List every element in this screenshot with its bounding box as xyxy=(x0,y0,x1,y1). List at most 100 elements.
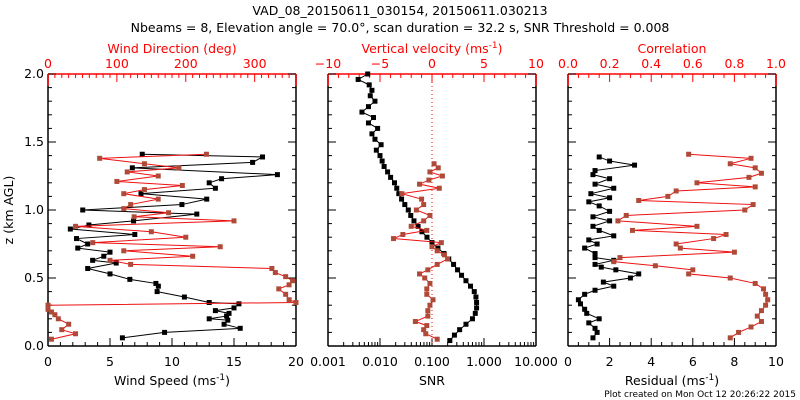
middle-vertical-velocity-point xyxy=(430,297,436,303)
right-residual-point xyxy=(607,176,613,182)
ytick-label: 1.0 xyxy=(24,202,44,217)
right-xlabel-sup: -1 xyxy=(705,373,714,383)
middle-top-xtick-label: 10 xyxy=(528,56,544,71)
middle-snr-point xyxy=(366,82,372,88)
right-residual-point xyxy=(582,291,588,297)
left-wind-speed-point xyxy=(107,249,113,255)
left-wind-direction-point xyxy=(283,291,289,297)
left-wind-direction-point xyxy=(124,169,130,175)
left-wind-direction-point xyxy=(128,261,134,267)
left-wind-direction-point xyxy=(190,253,196,259)
middle-vertical-velocity-point xyxy=(424,227,430,233)
left-wind-direction-point xyxy=(141,161,147,167)
left-wind-speed-point xyxy=(138,191,144,197)
right-residual-point xyxy=(586,320,592,326)
left-wind-speed-point xyxy=(260,154,266,160)
right-residual-point xyxy=(607,195,613,201)
middle-snr-point xyxy=(447,338,453,344)
left-xtick-label: 20 xyxy=(288,354,304,369)
right-correlation-point xyxy=(752,184,758,190)
right-residual-point xyxy=(586,199,592,205)
right-correlation-point xyxy=(727,275,733,281)
left-wind-direction-point xyxy=(203,151,209,157)
middle-snr-point xyxy=(359,109,365,115)
middle-vertical-velocity-point xyxy=(391,236,397,242)
left-xtick-label: 0 xyxy=(44,354,52,369)
left-wind-speed-point xyxy=(231,305,237,311)
left-top-axis-label: Wind Direction (deg) xyxy=(107,41,236,56)
middle-vertical-velocity-point xyxy=(429,244,435,250)
left-wind-speed-point xyxy=(74,236,80,242)
right-correlation-point xyxy=(723,231,729,237)
middle-top-label-sup: -1 xyxy=(489,41,498,51)
right-correlation-point xyxy=(694,180,700,186)
left-wind-direction-point xyxy=(176,165,182,171)
plot-title-line2: Nbeams = 8, Elevation angle = 70.0°, sca… xyxy=(131,20,670,35)
left-wind-direction-point xyxy=(148,229,154,235)
right-residual-point xyxy=(582,306,588,312)
left-wind-direction-point xyxy=(73,331,79,337)
middle-vertical-velocity-point xyxy=(425,313,431,319)
middle-vertical-velocity-point xyxy=(408,223,414,229)
right-residual-point xyxy=(600,279,606,285)
right-correlation-point xyxy=(727,161,733,167)
middle-vertical-velocity-point xyxy=(424,286,430,292)
right-residual-point xyxy=(586,237,592,243)
left-wind-speed-point xyxy=(206,316,212,322)
right-residual-point xyxy=(594,241,600,247)
left-wind-speed-point xyxy=(85,241,91,247)
right-residual-point xyxy=(592,255,598,261)
middle-vertical-velocity-point xyxy=(427,302,433,308)
middle-snr-point xyxy=(415,223,421,229)
left-wind-direction-point xyxy=(48,309,54,315)
middle-snr-point xyxy=(373,147,379,153)
left-wind-direction-point xyxy=(128,202,134,208)
left-wind-direction-point xyxy=(231,218,237,224)
ytick-label: 1.5 xyxy=(24,134,44,149)
right-residual-point xyxy=(596,154,602,160)
middle-snr-point xyxy=(474,305,480,311)
right-correlation-point xyxy=(611,259,617,265)
right-correlation-point xyxy=(673,188,679,194)
left-wind-speed-point xyxy=(75,245,81,251)
right-correlation-point xyxy=(754,313,760,319)
right-correlation-point xyxy=(758,319,764,325)
left-wind-speed-point xyxy=(237,325,243,331)
middle-snr-point xyxy=(419,229,425,235)
middle-xtick-label: 1.000 xyxy=(466,354,502,369)
middle-vertical-velocity-point xyxy=(419,196,425,202)
left-wind-speed-point xyxy=(162,329,168,335)
middle-snr-point xyxy=(463,321,469,327)
left-wind-speed-point xyxy=(206,299,212,305)
right-correlation-point xyxy=(742,207,748,213)
right-correlation-point xyxy=(736,329,742,335)
right-residual-point xyxy=(607,208,613,214)
left-wind-direction-point xyxy=(107,257,113,263)
right-correlation-point xyxy=(727,335,733,341)
right-top-xtick-label: 1.0 xyxy=(766,56,786,71)
middle-vertical-velocity-point xyxy=(412,319,418,325)
left-wind-speed-point xyxy=(204,196,210,202)
left-wind-direction-point xyxy=(45,302,51,308)
middle-vertical-velocity-point xyxy=(445,256,451,262)
right-correlation-point xyxy=(636,197,642,203)
middle-vertical-velocity-point xyxy=(436,185,442,191)
middle-vertical-velocity-point xyxy=(434,248,440,254)
right-xlabel-close: ) xyxy=(714,373,719,388)
middle-vertical-velocity-point xyxy=(422,275,428,281)
middle-snr-point xyxy=(473,294,479,300)
middle-snr-point xyxy=(467,283,473,289)
right-residual-point xyxy=(592,261,598,267)
middle-snr-point xyxy=(474,299,480,305)
right-residual-point xyxy=(598,264,604,270)
left-wind-direction-point xyxy=(293,299,299,305)
middle-snr-point xyxy=(399,196,405,202)
middle-snr-point xyxy=(369,87,375,93)
right-xtick-label: 0 xyxy=(564,354,572,369)
right-correlation-point xyxy=(752,165,758,171)
middle-vertical-velocity-point xyxy=(413,207,419,213)
left-wind-direction-point xyxy=(66,321,72,327)
middle-vertical-velocity-point xyxy=(425,308,431,314)
middle-vertical-velocity-point xyxy=(427,169,433,175)
